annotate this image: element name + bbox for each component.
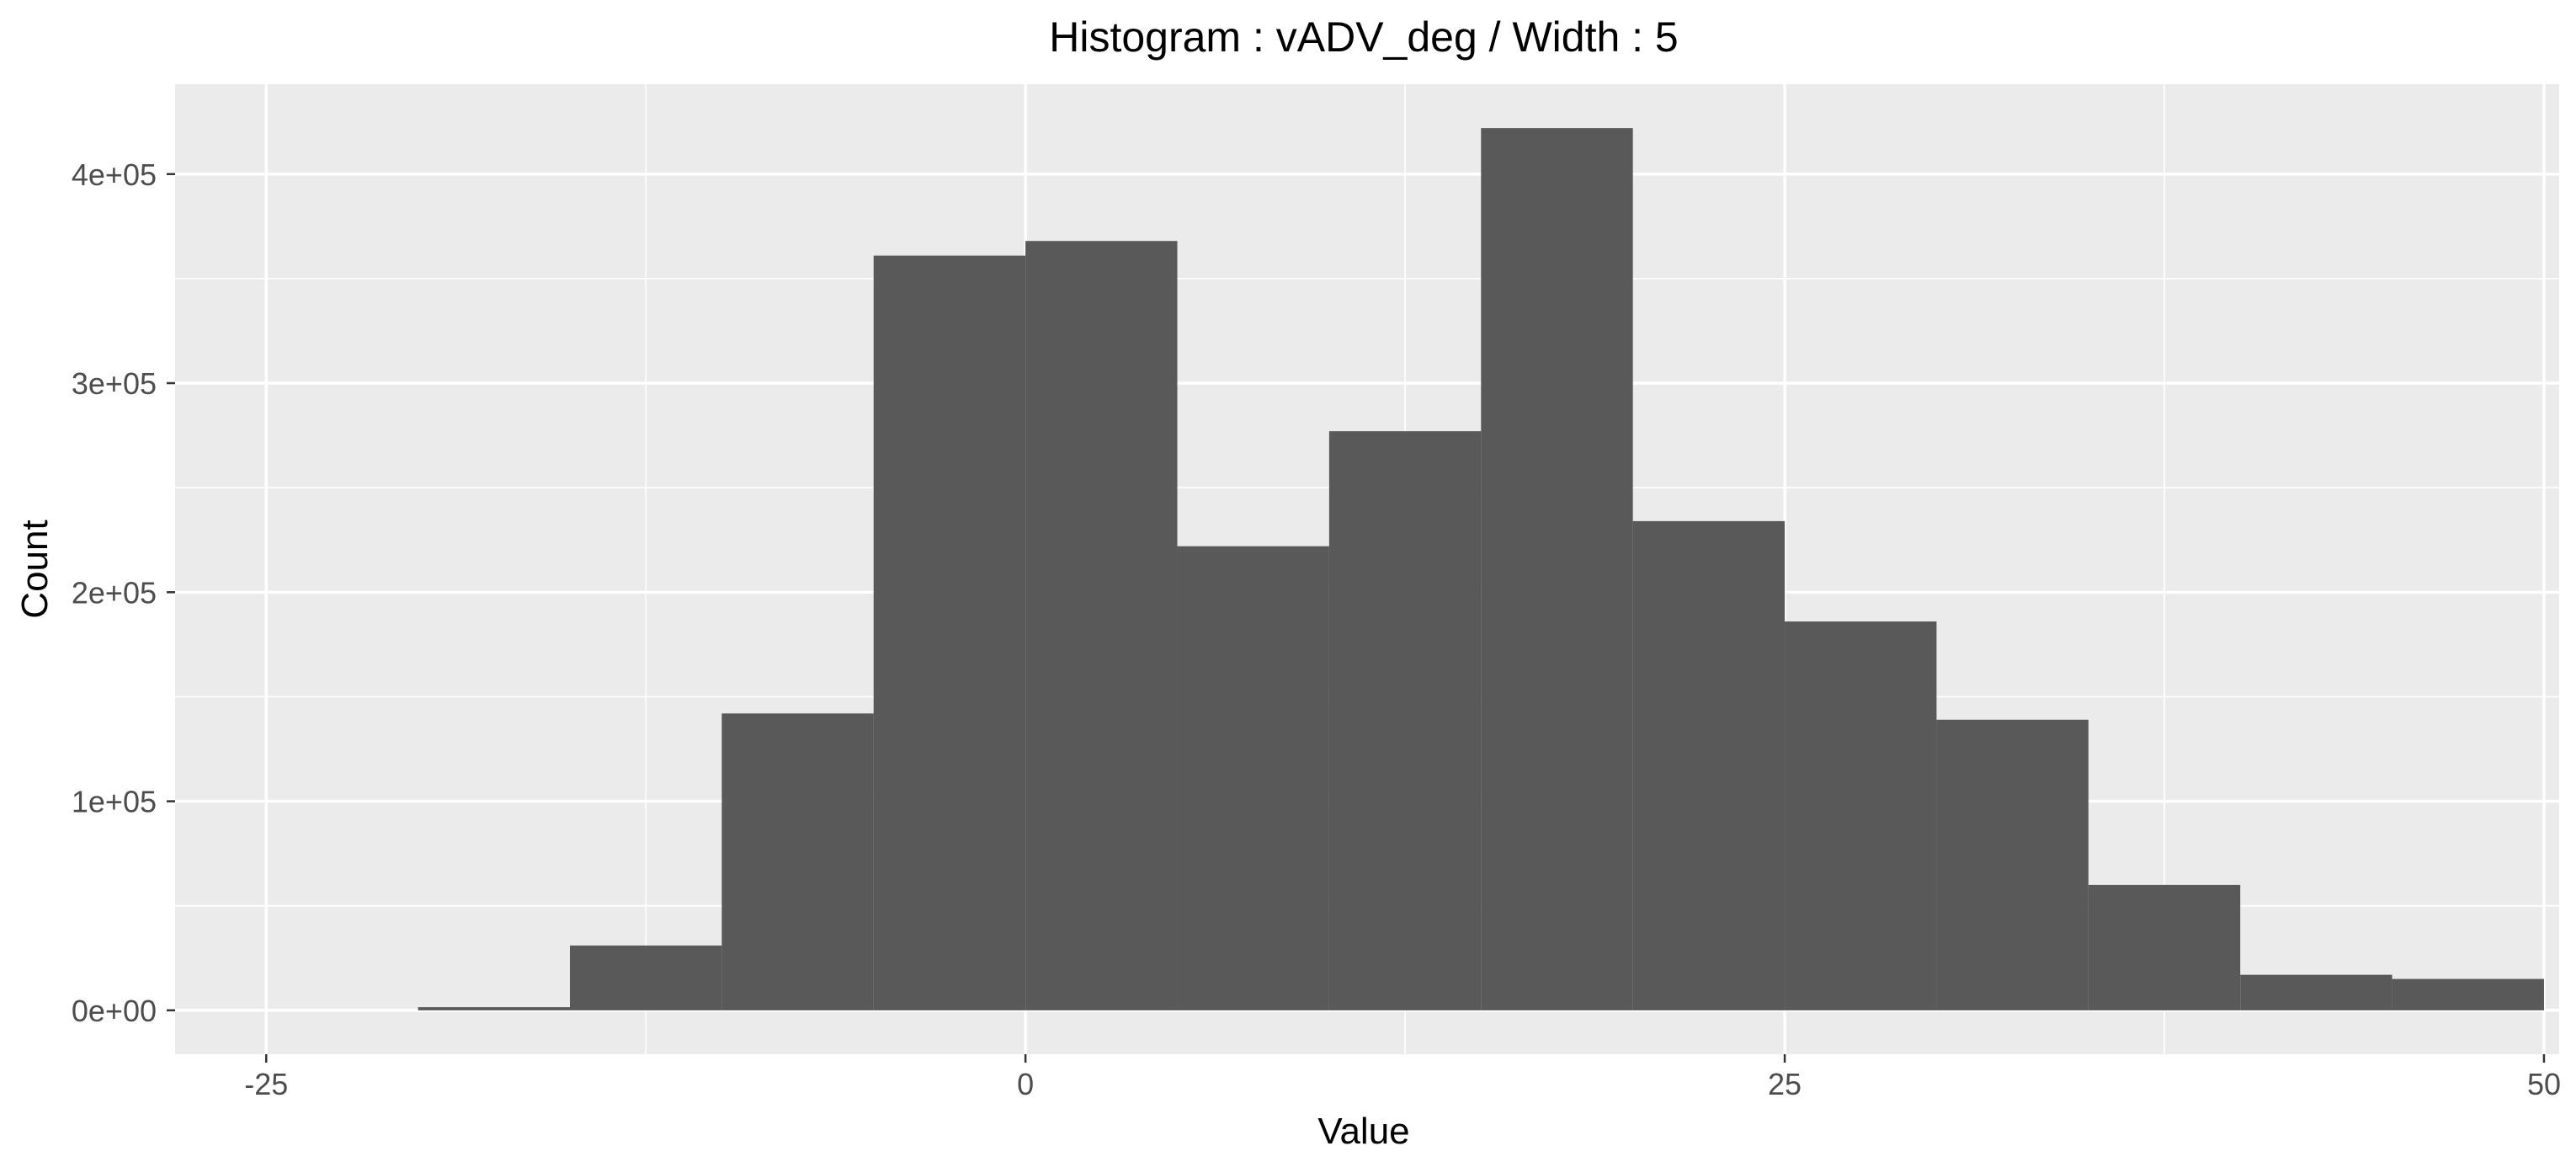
- x-tick-label: 25: [1768, 1067, 1802, 1101]
- x-axis-title: Value: [1317, 1111, 1409, 1152]
- histogram-bar: [418, 1007, 570, 1010]
- x-tick-label: 0: [1017, 1067, 1034, 1101]
- histogram-bar: [1785, 621, 1937, 1010]
- x-tick-label: -25: [244, 1067, 288, 1101]
- y-axis-title: Count: [14, 520, 56, 618]
- y-tick-label: 2e+05: [72, 575, 157, 610]
- histogram-bar: [2240, 974, 2392, 1010]
- y-tick-label: 4e+05: [72, 157, 157, 192]
- histogram-bar: [1936, 719, 2089, 1010]
- y-tick-label: 0e+00: [72, 994, 157, 1028]
- histogram-bar: [1025, 241, 1178, 1010]
- histogram-bar: [873, 255, 1026, 1010]
- y-tick-label: 3e+05: [72, 366, 157, 401]
- x-axis: -25 0 25 50: [244, 1054, 2561, 1101]
- x-tick-label: 50: [2527, 1067, 2561, 1101]
- histogram-bars: [418, 128, 2544, 1010]
- histogram-bar: [721, 713, 874, 1010]
- chart-title: Histogram : vADV_deg / Width : 5: [1049, 13, 1679, 61]
- histogram-bar: [569, 945, 722, 1010]
- histogram-bar: [1177, 546, 1329, 1010]
- histogram-bar: [2392, 978, 2544, 1010]
- histogram-bar: [1328, 431, 1482, 1010]
- histogram-bar: [1481, 128, 1633, 1010]
- y-axis: 0e+00 1e+05 2e+05 3e+05 4e+05: [72, 157, 175, 1028]
- y-tick-label: 1e+05: [72, 785, 157, 819]
- histogram-bar: [1632, 520, 1786, 1010]
- histogram-bar: [2088, 884, 2241, 1010]
